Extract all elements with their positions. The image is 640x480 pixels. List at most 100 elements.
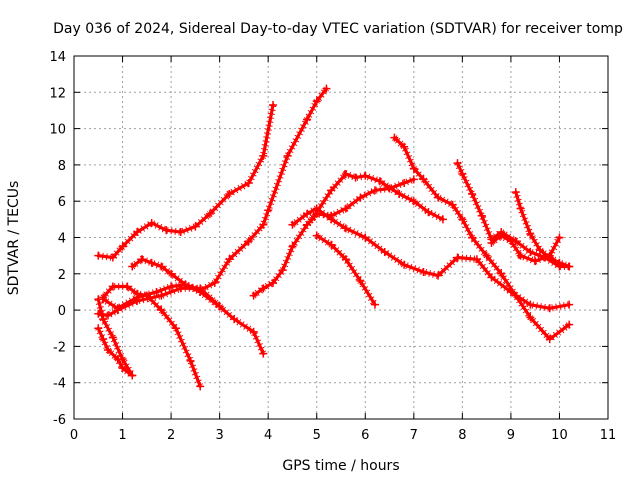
data-point [103,346,112,355]
data-point [536,246,545,255]
series-markers [308,169,445,223]
data-point [176,284,185,293]
data-point [453,159,462,168]
y-tick-label: 12 [49,86,66,101]
y-tick-label: -4 [53,377,66,392]
data-point [303,115,312,124]
data-point [356,277,365,286]
data-point [133,228,142,237]
data-point [118,364,127,373]
series-trace-15 [511,188,574,271]
x-tick-label: 4 [264,428,272,443]
series-trace-10 [307,169,447,224]
y-tick-label: 14 [49,50,66,65]
data-point [361,171,370,180]
data-point [128,371,137,380]
data-point [424,208,433,217]
data-point [259,220,268,229]
data-point [99,335,108,344]
data-point [327,186,336,195]
data-point [94,295,103,304]
data-point [458,215,467,224]
data-point [419,175,428,184]
data-point [157,262,166,271]
data-point [400,260,409,269]
data-point [361,233,370,242]
data-point [531,257,540,266]
data-point [516,204,525,213]
data-point [409,197,418,206]
data-point [516,251,525,260]
grid-lines [74,56,608,419]
data-point [565,300,574,309]
data-point [370,186,379,195]
data-point [434,271,443,280]
data-point [497,269,506,278]
data-point [288,220,297,229]
data-point [448,200,457,209]
data-point [147,258,156,267]
data-point [99,293,108,302]
data-point [477,211,486,220]
data-point [103,311,112,320]
data-point [167,282,176,291]
data-point [409,164,418,173]
data-point [341,224,350,233]
data-point [497,231,506,240]
data-point [526,313,535,322]
x-axis-label: GPS time / hours [282,458,399,474]
data-point [468,233,477,242]
data-point [341,169,350,178]
data-point [244,179,253,188]
data-point [341,204,350,213]
data-point [278,266,287,275]
series-trace-04 [94,324,137,380]
data-point [458,169,467,178]
data-point [438,215,447,224]
data-point [230,315,239,324]
data-point [147,218,156,227]
data-point [210,278,219,287]
data-point [94,309,103,318]
data-point [303,220,312,229]
data-point [133,289,142,298]
data-point [468,189,477,198]
data-point [526,300,535,309]
data-point [225,255,234,264]
data-point [123,282,132,291]
data-point [196,287,205,296]
data-point [113,306,122,315]
data-point [137,255,146,264]
data-point [225,189,234,198]
data-point [191,222,200,231]
data-point [565,320,574,329]
data-point [215,302,224,311]
data-point [269,278,278,287]
series-line [96,326,134,377]
data-point [400,142,409,151]
data-point [283,151,292,160]
data-point [472,255,481,264]
data-point [327,240,336,249]
data-point [453,253,462,262]
data-point [555,258,564,267]
series-trace-12 [390,133,574,344]
data-point [244,237,253,246]
data-point [487,273,496,282]
data-point [113,355,122,364]
data-point [152,287,161,296]
x-tick-label: 11 [600,428,617,443]
data-point [176,228,185,237]
data-point [380,248,389,257]
data-point [341,255,350,264]
data-point [356,193,365,202]
data-point [327,215,336,224]
series-line [392,136,571,341]
x-tick-label: 8 [458,428,466,443]
y-tick-label: 4 [58,232,66,247]
data-point [108,253,117,262]
x-tick-label: 1 [118,428,126,443]
data-point [108,333,117,342]
